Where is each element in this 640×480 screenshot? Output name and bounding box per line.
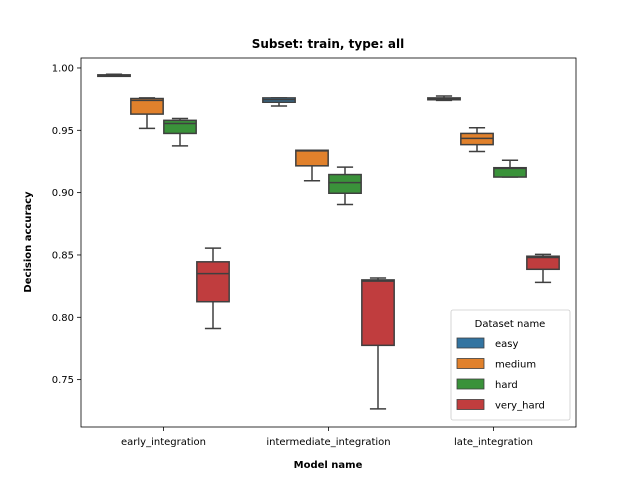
legend-box: [450, 309, 571, 421]
box-iqr: [295, 149, 329, 167]
box-medium-intermediate_integration: [295, 149, 329, 182]
plot-frame: [80, 57, 577, 428]
legend-label: medium: [495, 360, 536, 371]
legend-title: Dataset name: [475, 319, 546, 330]
legend: Dataset name easy medium hard very_hard: [450, 309, 571, 421]
x-axis: early_integration intermediate_integratio…: [121, 427, 533, 448]
x-axis-title: Model name: [294, 460, 363, 471]
box-medium-late_integration: [460, 127, 494, 153]
box-iqr: [493, 166, 527, 178]
box-iqr: [130, 97, 164, 115]
box-very_hard-intermediate_integration: [361, 277, 395, 410]
box-hard-early_integration: [163, 117, 197, 147]
y-tick-label: 0.90: [52, 188, 74, 199]
legend-swatch: [456, 358, 485, 369]
x-tick-label: early_integration: [121, 437, 206, 448]
legend-swatch: [456, 399, 485, 410]
box-very_hard-early_integration: [196, 247, 230, 330]
box-iqr: [328, 173, 362, 195]
box-easy-early_integration: [97, 73, 131, 78]
box-easy-intermediate_integration: [262, 97, 296, 107]
box-easy-late_integration: [427, 95, 461, 102]
box-medium-early_integration: [130, 97, 164, 130]
box-hard-intermediate_integration: [328, 166, 362, 206]
y-axis: 0.75 0.80 0.85 0.90 0.95 1.00: [52, 63, 81, 386]
x-tick-label: late_integration: [454, 437, 533, 448]
box-hard-late_integration: [493, 159, 527, 178]
legend-label: easy: [495, 339, 518, 350]
legend-label: hard: [495, 380, 518, 391]
y-tick-label: 0.85: [52, 250, 74, 261]
x-tick-label: intermediate_integration: [266, 437, 390, 448]
box-iqr: [196, 261, 230, 303]
legend-swatch: [456, 378, 485, 390]
y-tick-label: 0.80: [52, 313, 74, 324]
legend-label: very_hard: [495, 401, 545, 412]
legend-swatch: [456, 337, 485, 349]
box-iqr: [526, 255, 560, 271]
legend-items: easy medium hard very_hard: [456, 337, 545, 412]
box-iqr: [163, 119, 197, 135]
legend-item-hard: hard: [456, 378, 518, 391]
box-iqr: [361, 279, 395, 347]
chart-title: Subset: train, type: all: [252, 37, 405, 51]
y-tick-label: 0.95: [52, 126, 74, 137]
legend-item-medium: medium: [456, 358, 536, 371]
plot-area: [97, 73, 560, 410]
legend-item-easy: easy: [456, 337, 518, 350]
legend-item-very_hard: very_hard: [456, 399, 545, 412]
y-axis-title: Decision accuracy: [23, 191, 34, 293]
box-very_hard-late_integration: [526, 253, 560, 284]
y-tick-label: 0.75: [52, 375, 74, 386]
y-tick-label: 1.00: [52, 63, 74, 74]
